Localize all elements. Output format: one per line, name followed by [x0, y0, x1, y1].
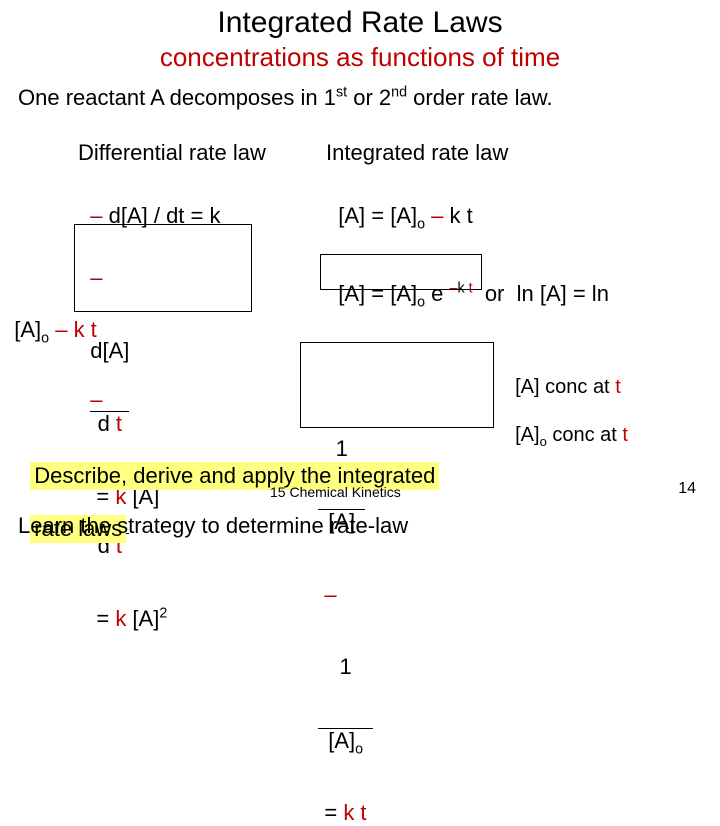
intro-pre: One reactant A decomposes in 1 [18, 85, 336, 110]
so-sq: 2 [159, 606, 167, 622]
intro-mid: or 2 [347, 85, 391, 110]
so-minus: – [90, 387, 102, 412]
si-minus: – [318, 582, 342, 607]
second-order-integrated: 1 [A] – 1 [A]o = k t [306, 364, 373, 826]
footer-center: 15 Chemical Kinetics [270, 484, 401, 500]
fi-sub: o [417, 295, 425, 311]
tail-sub: o [41, 331, 49, 347]
so-eq: = [90, 606, 115, 631]
si-den2-a: [A] [328, 728, 355, 753]
si-den2: [A]o [318, 728, 373, 753]
first-order-integrated: [A] = [A]o e –k t or ln [A] = ln [326, 258, 609, 306]
fi-exp: –k t [450, 281, 473, 297]
si-k: k [343, 800, 354, 825]
first-order-left-tail: [A]o – k t [2, 294, 97, 342]
intro-post: order rate law. [407, 85, 553, 110]
legend-line1: [A] conc at t [504, 354, 621, 398]
col-header-integrated: Integrated rate law [326, 140, 508, 166]
l1-t: t [615, 376, 621, 398]
si-den2-sub: o [355, 741, 363, 757]
fo-minus: – [90, 265, 102, 290]
cutoff-line: Learn the strategy to determine rate-law [18, 514, 408, 538]
si-frac2: 1 [A]o [318, 607, 373, 802]
page-title: Integrated Rate Laws [0, 6, 720, 40]
intro-line: One reactant A decomposes in 1st or 2nd … [18, 85, 720, 111]
tail-minus: – [49, 317, 73, 342]
fi-or: or ln [A] = ln [473, 281, 609, 306]
fi-a1: [A] = [A] [338, 281, 417, 306]
l1-pre: [A] conc at [515, 376, 615, 398]
fi-exp-k: k [457, 281, 468, 297]
intro-sup1: st [336, 85, 347, 101]
si-eq: = [318, 800, 343, 825]
zero-order-integrated: [A] = [A]o – k t [326, 180, 473, 228]
tail-t: t [85, 317, 97, 342]
so-k: k [115, 606, 126, 631]
fi-sp: e [425, 281, 449, 306]
zo-rest: k t [450, 203, 473, 228]
zero-order-differential: – d[A] / dt = k [78, 180, 221, 228]
si-t: t [354, 800, 366, 825]
tail-k: k [74, 317, 85, 342]
tail-a: [A] [14, 317, 41, 342]
fo-num: d[A] [90, 339, 129, 363]
col-header-differential: Differential rate law [78, 140, 266, 166]
zo-sub: o [417, 217, 425, 233]
zo-a: [A] = [A] [338, 203, 417, 228]
si-num2: 1 [318, 655, 373, 679]
page-number: 14 [678, 480, 696, 498]
intro-sup2: nd [391, 85, 407, 101]
zo-minus: – [425, 203, 449, 228]
so-a: [A] [126, 606, 159, 631]
page-subtitle: concentrations as functions of time [0, 42, 720, 73]
